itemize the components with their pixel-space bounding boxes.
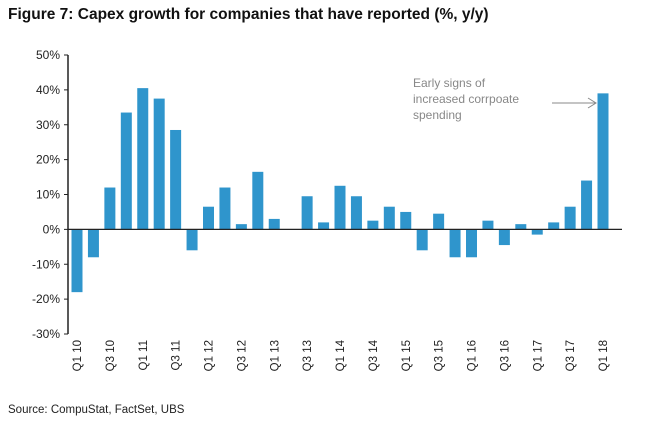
y-tick-label: 20%: [36, 153, 60, 167]
y-tick-label: 30%: [36, 118, 60, 132]
capex-bar-chart: -30% -20% -10% 0% 10% 20% 30% 40% 50% Q1 10 Q3 10 Q…: [32, 48, 622, 371]
bar-q1-16: [466, 229, 477, 258]
bar-q2-16: [482, 220, 494, 230]
bar-q1-10: [71, 229, 83, 293]
x-tick-label: Q1 10: [72, 340, 84, 371]
x-tick-label: Q3 15: [434, 340, 446, 371]
y-tick-label: 10%: [36, 188, 60, 202]
bar-q2-11: [153, 98, 165, 230]
y-tick-label: -10%: [32, 257, 60, 271]
x-tick-label: Q3 12: [236, 340, 248, 371]
x-tick-label: Q3 16: [499, 340, 511, 371]
bar-q2-12: [219, 187, 231, 230]
bar-q3-11: [170, 129, 182, 230]
bar-q4-17: [581, 180, 593, 230]
bar-q3-10: [104, 187, 116, 230]
bar-q4-13: [318, 222, 330, 230]
annotation-text: increased corrpoate: [413, 92, 519, 106]
bar-q2-17: [548, 222, 560, 230]
bar-q4-11: [186, 229, 198, 251]
x-tick-label: Q1 12: [204, 340, 216, 371]
bar-q1-15: [400, 211, 412, 230]
x-tick-label: Q3 14: [368, 339, 380, 371]
x-tick-label: Q1 13: [269, 340, 281, 371]
x-tick-label: Q3 10: [105, 340, 117, 371]
x-tick-label: Q1 14: [335, 339, 347, 371]
y-tick-label: 0%: [43, 222, 61, 236]
x-tick-label: Q3 17: [565, 340, 577, 371]
bar-q3-14: [367, 220, 379, 230]
bar-q4-10: [120, 112, 132, 230]
y-tick-label: -30%: [32, 327, 60, 341]
x-tick-label: Q1 15: [401, 340, 413, 371]
x-tick-label: Q3 13: [302, 340, 314, 371]
source-note: Source: CompuStat, FactSet, UBS: [8, 404, 185, 416]
x-tick-label: Q1 18: [598, 340, 610, 371]
bar-q1-11: [137, 88, 149, 230]
bar-q2-10: [87, 229, 99, 258]
bar-q2-15: [416, 229, 428, 251]
bar-q3-12: [235, 224, 247, 230]
y-tick-label: 40%: [36, 83, 60, 97]
bar-q2-14: [350, 196, 362, 230]
annotation-arrowhead: [587, 97, 597, 109]
y-tick-label: -20%: [32, 292, 60, 306]
bar-q1-12: [203, 206, 214, 230]
bar-q3-17: [564, 206, 576, 230]
chart-title: Figure 7: Capex growth for companies tha…: [8, 6, 489, 23]
bar-q1-17: [531, 229, 543, 235]
bar-q4-12: [252, 171, 264, 230]
bar-q4-15: [449, 229, 461, 258]
x-tick-label: Q1 16: [467, 340, 479, 371]
x-tick-label: Q1 11: [138, 340, 150, 370]
annotation-text: spending: [413, 108, 462, 122]
bar-q3-13: [301, 196, 313, 230]
bar-q1-18: [597, 93, 609, 230]
x-tick-label: Q1 17: [532, 340, 544, 371]
bar-q4-14: [383, 206, 395, 230]
bar-q4-16: [515, 224, 527, 230]
y-tick-label: 50%: [36, 48, 60, 62]
annotation-text: Early signs of: [413, 76, 486, 90]
bar-q1-14: [334, 185, 346, 230]
bar-q3-16: [498, 229, 510, 246]
x-tick-label: Q3 11: [171, 340, 183, 370]
bar-q1-13: [268, 218, 280, 230]
bar-q3-15: [433, 213, 445, 230]
